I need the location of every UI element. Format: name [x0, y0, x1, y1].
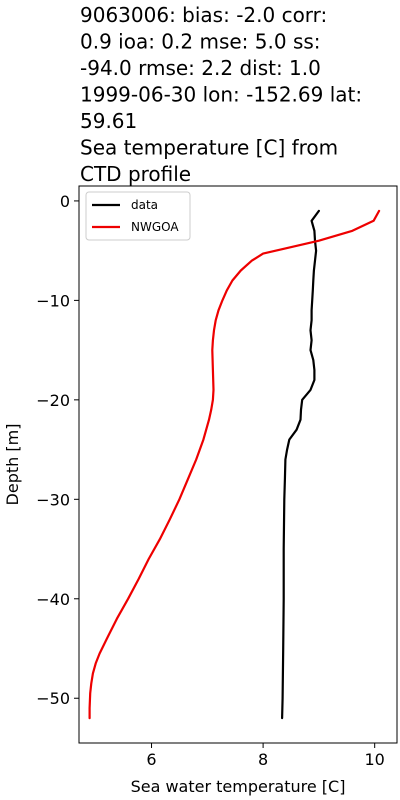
- y-tick-label: −10: [36, 291, 70, 310]
- legend: data NWGOA: [85, 191, 191, 241]
- y-axis-label: Depth [m]: [3, 424, 22, 506]
- title-line: CTD profile: [80, 162, 191, 186]
- series-group: [88, 209, 381, 720]
- legend-label: data: [131, 198, 158, 212]
- y-tick-label: −20: [36, 391, 70, 410]
- plot-frame: [78, 185, 398, 744]
- x-axis-label: Sea water temperature [C]: [131, 777, 346, 796]
- x-tick-label: 8: [258, 750, 268, 769]
- series-line-nwgoa: [88, 209, 381, 720]
- y-tick-label: 0: [60, 192, 70, 211]
- x-tick-label: 10: [365, 750, 385, 769]
- x-tick-label: 6: [146, 750, 156, 769]
- y-tick-label: −30: [36, 490, 70, 509]
- series-line-data: [281, 209, 320, 720]
- title-line: Sea temperature [C] from: [80, 136, 338, 160]
- title-line: 59.61: [80, 109, 137, 133]
- chart-title: 9063006: bias: -2.0 corr: 0.9 ioa: 0.2 ms…: [80, 3, 362, 186]
- title-line: 1999-06-30 lon: -152.69 lat:: [80, 83, 362, 107]
- x-axis: 6 8 10: [146, 743, 385, 769]
- title-line: 9063006: bias: -2.0 corr:: [80, 3, 327, 27]
- y-tick-label: −50: [36, 689, 70, 708]
- y-axis: 0 −10 −20 −30 −40 −50: [36, 192, 79, 708]
- title-line: 0.9 ioa: 0.2 mse: 5.0 ss:: [80, 30, 321, 54]
- title-line: -94.0 rmse: 2.2 dist: 1.0: [80, 56, 321, 80]
- legend-label: NWGOA: [131, 220, 179, 234]
- y-tick-label: −40: [36, 590, 70, 609]
